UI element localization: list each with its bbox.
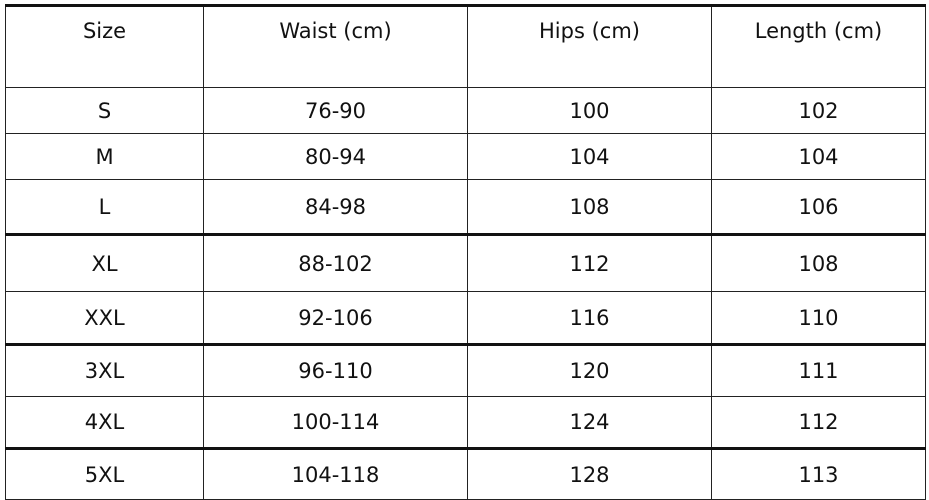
table-row: 4XL 100-114 124 112 [5,396,926,450]
cell-waist: 88-102 [203,234,468,292]
cell-length: 102 [711,87,926,134]
cell-size: S [5,87,204,134]
cell-hips: 128 [467,448,712,500]
header-hips: Hips (cm) [467,4,712,88]
cell-waist: 76-90 [203,87,468,134]
table-row: XXL 92-106 116 110 [5,291,926,346]
header-row: Size Waist (cm) Hips (cm) Length (cm) [5,4,926,88]
cell-size: 4XL [5,396,204,450]
cell-waist: 96-110 [203,344,468,397]
cell-size: 3XL [5,344,204,397]
cell-hips: 124 [467,396,712,450]
cell-hips: 116 [467,291,712,346]
cell-length: 106 [711,179,926,236]
cell-waist: 104-118 [203,448,468,500]
table-row: M 80-94 104 104 [5,133,926,180]
table-row: 3XL 96-110 120 111 [5,344,926,397]
cell-waist: 84-98 [203,179,468,236]
cell-size: 5XL [5,448,204,500]
cell-size: L [5,179,204,236]
cell-length: 113 [711,448,926,500]
cell-length: 110 [711,291,926,346]
cell-hips: 108 [467,179,712,236]
cell-waist: 92-106 [203,291,468,346]
cell-hips: 100 [467,87,712,134]
table-row: S 76-90 100 102 [5,87,926,134]
cell-length: 108 [711,234,926,292]
table-row: XL 88-102 112 108 [5,234,926,292]
cell-size: XXL [5,291,204,346]
header-size: Size [5,4,204,88]
cell-hips: 112 [467,234,712,292]
cell-size: M [5,133,204,180]
cell-waist: 80-94 [203,133,468,180]
table-row: 5XL 104-118 128 113 [5,448,926,500]
cell-length: 111 [711,344,926,397]
cell-length: 112 [711,396,926,450]
cell-size: XL [5,234,204,292]
cell-hips: 104 [467,133,712,180]
cell-length: 104 [711,133,926,180]
cell-hips: 120 [467,344,712,397]
table-row: L 84-98 108 106 [5,179,926,236]
header-length: Length (cm) [711,4,926,88]
cell-waist: 100-114 [203,396,468,450]
header-waist: Waist (cm) [203,4,468,88]
